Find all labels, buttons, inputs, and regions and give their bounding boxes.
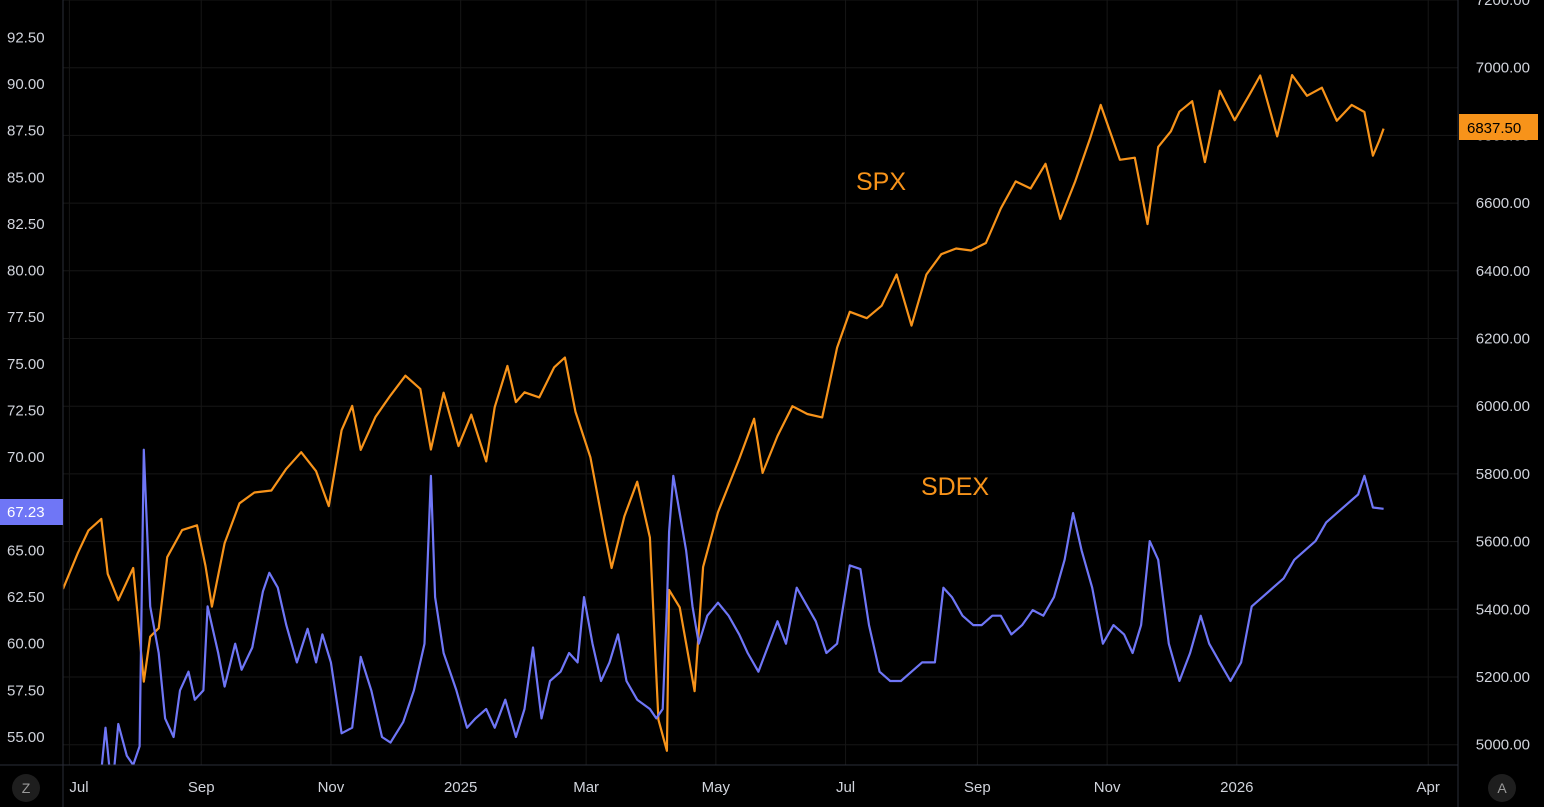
right-last-value-text: 6837.50 [1467, 120, 1521, 137]
left-last-value-text: 67.23 [7, 504, 45, 521]
sdex-line [100, 448, 1384, 765]
left-tick-label: 70.00 [7, 449, 45, 466]
right-tick-label: 6400.00 [1476, 263, 1530, 280]
right-axis-ticks: 5000.00 5200.00 5400.00 5600.00 5800.00 6000.… [1476, 0, 1530, 754]
sdex-annotation: SDEX [921, 473, 989, 501]
left-tick-label: 65.00 [7, 542, 45, 559]
right-tick-label: 5600.00 [1476, 534, 1530, 551]
auto-scale-right-button[interactable]: A [1488, 774, 1516, 802]
x-tick-label: Jul [836, 779, 855, 796]
right-tick-label: 7000.00 [1476, 60, 1530, 77]
x-tick-label: 2025 [444, 779, 477, 796]
x-tick-label: May [702, 779, 731, 796]
left-tick-label: 57.50 [7, 682, 45, 699]
left-tick-label: 62.50 [7, 589, 45, 606]
left-tick-label: 90.00 [7, 76, 45, 93]
right-tick-label: 6000.00 [1476, 398, 1530, 415]
series-layer [63, 74, 1385, 765]
left-tick-label: 60.00 [7, 636, 45, 653]
right-last-value-badge: 6837.50 [1459, 114, 1538, 140]
left-tick-label: 80.00 [7, 263, 45, 280]
left-tick-label: 72.50 [7, 402, 45, 419]
left-axis-ticks: 55.0057.5060.0062.5065.0067.5070.0072.50… [7, 29, 45, 746]
auto-scale-left-button[interactable]: Z [12, 774, 40, 802]
x-tick-label: Sep [964, 779, 991, 796]
x-tick-label: 2026 [1220, 779, 1253, 796]
spx-line [63, 74, 1385, 752]
right-tick-label: 5000.00 [1476, 737, 1530, 754]
left-last-value-badge: 67.23 [0, 499, 63, 525]
left-tick-label: 77.50 [7, 309, 45, 326]
right-tick-label: 5400.00 [1476, 601, 1530, 618]
left-tick-label: 92.50 [7, 29, 45, 46]
right-tick-label: 6200.00 [1476, 330, 1530, 347]
x-axis-ticks: Jul Sep Nov 2025 Mar May Jul Sep Nov 2026 Apr [69, 779, 1440, 796]
left-tick-label: 87.50 [7, 123, 45, 140]
gridlines [63, 0, 1458, 765]
left-tick-label: 75.00 [7, 356, 45, 373]
x-tick-label: Nov [318, 779, 345, 796]
left-tick-label: 82.50 [7, 216, 45, 233]
x-tick-label: Nov [1094, 779, 1121, 796]
right-tick-label: 6600.00 [1476, 195, 1530, 212]
x-tick-label: Mar [573, 779, 599, 796]
x-tick-label: Apr [1417, 779, 1440, 796]
right-tick-label: 7200.00 [1476, 0, 1530, 9]
left-tick-label: 85.00 [7, 169, 45, 186]
x-tick-label: Jul [69, 779, 88, 796]
x-tick-label: Sep [188, 779, 215, 796]
spx-annotation: SPX [856, 168, 906, 196]
left-tick-label: 55.00 [7, 729, 45, 746]
right-tick-label: 5800.00 [1476, 466, 1530, 483]
right-tick-label: 5200.00 [1476, 669, 1530, 686]
